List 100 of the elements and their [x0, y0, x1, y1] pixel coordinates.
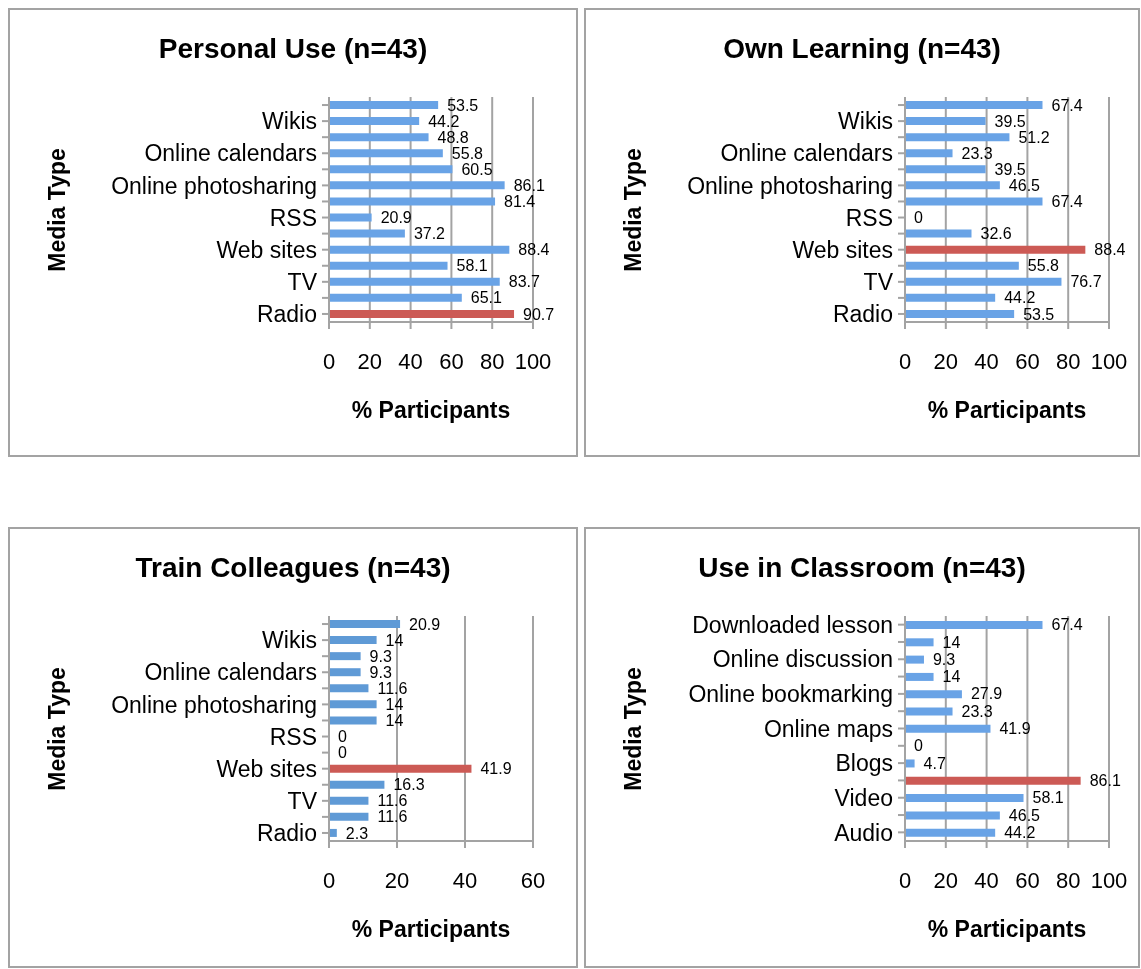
chart-title: Train Colleagues (n=43) — [134, 551, 452, 585]
x-tick-label: 60 — [439, 348, 464, 374]
x-tick-label: 60 — [1015, 348, 1040, 374]
y-tick-label: Radio — [832, 301, 893, 328]
bar — [329, 277, 500, 286]
x-tick-label: 100 — [514, 348, 552, 374]
data-label: 58.1 — [1032, 789, 1064, 807]
bar — [329, 245, 510, 254]
data-label: 11.6 — [377, 679, 408, 697]
bar — [329, 700, 377, 709]
bar — [329, 165, 453, 174]
y-tick-label: Radio — [256, 301, 317, 328]
bar — [905, 707, 953, 716]
bar — [905, 133, 1010, 142]
y-tick-label: Wikis — [838, 108, 893, 135]
bar — [329, 293, 462, 302]
data-label: 88.4 — [518, 241, 550, 259]
data-label: 14 — [385, 695, 404, 713]
x-tick-label: 80 — [1055, 867, 1081, 893]
data-label: 86.1 — [513, 176, 545, 194]
data-label: 44.2 — [1004, 289, 1036, 307]
data-label: 0 — [914, 209, 923, 227]
bar — [329, 117, 420, 126]
data-label: 0 — [338, 744, 347, 762]
x-tick-label: 100 — [1090, 348, 1128, 374]
data-label: 39.5 — [994, 160, 1026, 178]
y-axis-title: Media Type — [620, 666, 646, 791]
y-axis-title: Media Type — [44, 666, 70, 791]
y-tick-label: Online calendars — [144, 140, 317, 167]
bar — [905, 776, 1081, 785]
x-axis-title: % Participants — [926, 396, 1088, 424]
bar — [905, 165, 986, 174]
y-tick-label: Video — [834, 784, 893, 811]
x-tick-label: 0 — [322, 867, 336, 893]
y-tick-label: Online photosharing — [687, 172, 893, 199]
data-label: 11.6 — [377, 792, 408, 810]
y-tick-label: Online calendars — [144, 659, 317, 686]
bar — [905, 811, 1000, 820]
chart-title: Own Learning (n=43) — [722, 32, 1002, 66]
data-label: 14 — [942, 633, 961, 651]
x-axis-title: % Participants — [926, 915, 1088, 943]
chart-title: Personal Use (n=43) — [157, 32, 429, 66]
bar — [905, 181, 1000, 190]
y-tick-label: Audio — [834, 819, 893, 846]
data-label: 16.3 — [393, 776, 425, 794]
x-tick-label: 20 — [357, 348, 383, 374]
bar — [905, 197, 1043, 206]
data-label: 67.4 — [1051, 616, 1083, 634]
x-tick-label: 40 — [974, 348, 999, 374]
data-label: 41.9 — [480, 760, 512, 778]
y-tick-label: RSS — [269, 204, 317, 231]
y-tick-label: Web sites — [216, 236, 317, 263]
y-tick-label: Online photosharing — [111, 691, 317, 718]
data-label: 27.9 — [970, 685, 1003, 703]
y-tick-label: Web sites — [216, 755, 317, 782]
x-tick-label: 0 — [898, 348, 912, 374]
bar — [329, 149, 443, 158]
x-tick-label: 40 — [398, 348, 423, 374]
x-tick-label: 60 — [520, 867, 546, 893]
bar — [905, 672, 934, 681]
bar — [905, 261, 1019, 270]
bar — [329, 181, 505, 190]
data-label: 37.2 — [413, 225, 446, 243]
chart-title: Use in Classroom (n=43) — [697, 551, 1027, 585]
x-axis-title: % Participants — [350, 396, 512, 424]
y-tick-label: Wikis — [262, 627, 317, 654]
bar — [329, 261, 448, 270]
data-label: 65.1 — [470, 289, 503, 307]
data-label: 67.4 — [1051, 193, 1083, 211]
bar — [329, 229, 405, 238]
bar — [905, 117, 986, 126]
y-tick-label: Blogs — [835, 750, 893, 777]
data-label: 90.7 — [523, 305, 555, 323]
data-label: 9.3 — [369, 647, 392, 665]
data-label: 0 — [338, 728, 347, 746]
y-axis-title: Media Type — [44, 147, 70, 272]
data-label: 53.5 — [1023, 305, 1055, 323]
bar — [329, 764, 472, 773]
bar — [329, 716, 377, 725]
bar — [329, 812, 369, 821]
bar — [905, 229, 972, 238]
data-label: 0 — [914, 737, 923, 755]
bar — [329, 668, 361, 677]
y-tick-label: Online bookmarking — [688, 681, 893, 708]
data-label: 58.1 — [456, 257, 488, 275]
y-tick-label: Online maps — [763, 715, 893, 742]
data-label: 23.3 — [961, 702, 993, 720]
y-tick-label: Online discussion — [712, 646, 893, 673]
y-axis-title: Media Type — [620, 147, 646, 272]
data-label: 46.5 — [1008, 176, 1041, 194]
y-tick-label: RSS — [269, 723, 317, 750]
x-tick-label: 0 — [898, 867, 912, 893]
data-label: 14 — [942, 668, 961, 686]
data-label: 48.8 — [437, 128, 469, 146]
bar — [905, 724, 991, 733]
x-tick-label: 0 — [322, 348, 336, 374]
x-tick-label: 80 — [1055, 348, 1081, 374]
y-tick-label: RSS — [845, 204, 893, 231]
bar — [329, 197, 496, 206]
data-label: 20.9 — [380, 209, 412, 227]
